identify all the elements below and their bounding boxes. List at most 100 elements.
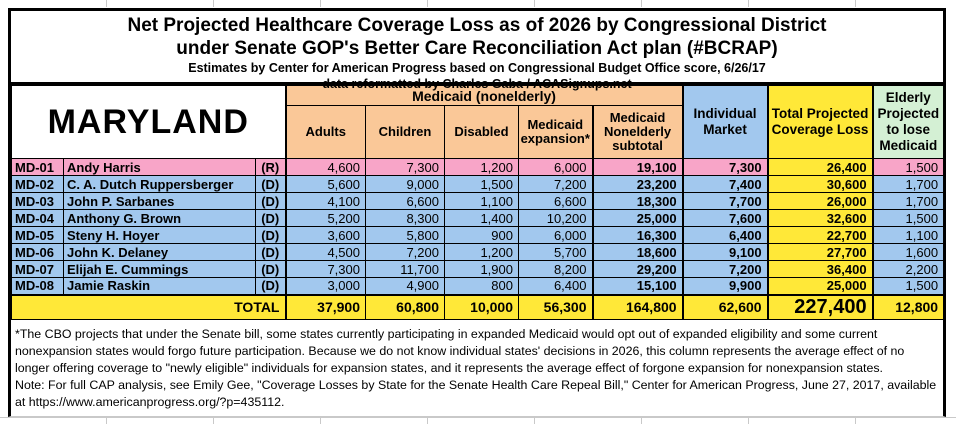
- elderly-cell: 2,200: [871, 260, 945, 278]
- disabled-cell: 1,100: [444, 192, 519, 210]
- column-header-elderly: Elderly Projected to lose Medicaid: [871, 85, 945, 159]
- medicaid-expansion-cell: 10,200: [518, 209, 593, 227]
- district-cell: MD-03: [11, 192, 64, 210]
- children-cell: 6,600: [365, 192, 445, 210]
- table-row: MD-07 Elijah E. Cummings (D) 7,300 11,70…: [11, 260, 945, 278]
- representative-name-cell: John K. Delaney: [63, 243, 256, 261]
- medicaid-expansion-cell: 6,600: [518, 192, 593, 210]
- individual-market-cell: 9,100: [681, 243, 769, 261]
- disabled-cell: 1,400: [444, 209, 519, 227]
- footnotes: *The CBO projects that under the Senate …: [11, 320, 943, 411]
- column-header-expansion: Medicaid expansion*: [518, 105, 593, 159]
- sheet-gridlines-top: [0, 0, 956, 7]
- medicaid-subtotal-cell: 15,100: [591, 277, 684, 295]
- medicaid-subtotal-cell: 18,600: [591, 243, 684, 261]
- table-row: MD-04 Anthony G. Brown (D) 5,200 8,300 1…: [11, 209, 945, 227]
- children-cell: 7,200: [365, 243, 445, 261]
- medicaid-group-header: Medicaid (nonelderly): [284, 85, 684, 106]
- elderly-cell: 1,500: [871, 209, 945, 227]
- party-cell: (R): [255, 158, 286, 176]
- table-row: MD-02 C. A. Dutch Ruppersberger (D) 5,60…: [11, 175, 945, 193]
- table-row: MD-01 Andy Harris (R) 4,600 7,300 1,200 …: [11, 158, 945, 176]
- children-cell: 5,800: [365, 226, 445, 244]
- column-header-individual-market: Individual Market: [681, 85, 769, 159]
- adults-cell: 4,100: [284, 192, 366, 210]
- total-adults: 37,900: [284, 293, 366, 320]
- adults-cell: 5,200: [284, 209, 366, 227]
- representative-name-cell: Anthony G. Brown: [63, 209, 256, 227]
- medicaid-subtotal-cell: 25,000: [591, 209, 684, 227]
- column-header-children: Children: [365, 105, 445, 159]
- total-coverage-loss-cell: 25,000: [766, 277, 874, 295]
- table-row: MD-06 John K. Delaney (D) 4,500 7,200 1,…: [11, 243, 945, 261]
- title-line-1: Net Projected Healthcare Coverage Loss a…: [127, 15, 827, 36]
- representative-name-cell: Andy Harris: [63, 158, 256, 176]
- total-coverage-loss-cell: 36,400: [766, 260, 874, 278]
- children-cell: 9,000: [365, 175, 445, 193]
- sheet-gridline-horizontal: [0, 417, 956, 418]
- total-subtotal: 164,800: [591, 293, 684, 320]
- elderly-cell: 1,700: [871, 175, 945, 193]
- district-cell: MD-04: [11, 209, 64, 227]
- sheet-gridlines-bottom: [0, 418, 956, 424]
- elderly-cell: 1,100: [871, 226, 945, 244]
- individual-market-cell: 9,900: [681, 277, 769, 295]
- footnote-expansion-explanation: *The CBO projects that under the Senate …: [15, 326, 905, 375]
- total-individual-market: 62,600: [681, 293, 769, 320]
- party-cell: (D): [255, 226, 286, 244]
- table-row: MD-03 John P. Sarbanes (D) 4,100 6,600 1…: [11, 192, 945, 210]
- adults-cell: 3,000: [284, 277, 366, 295]
- party-cell: (D): [255, 175, 286, 193]
- representative-name-cell: Steny H. Hoyer: [63, 226, 256, 244]
- individual-market-cell: 7,400: [681, 175, 769, 193]
- medicaid-expansion-cell: 6,000: [518, 158, 593, 176]
- disabled-cell: 1,200: [444, 158, 519, 176]
- coverage-loss-table: MARYLAND Medicaid (nonelderly) Individua…: [11, 85, 945, 320]
- medicaid-expansion-cell: 7,200: [518, 175, 593, 193]
- individual-market-cell: 6,400: [681, 226, 769, 244]
- children-cell: 8,300: [365, 209, 445, 227]
- district-cell: MD-07: [11, 260, 64, 278]
- adults-cell: 4,600: [284, 158, 366, 176]
- total-children: 60,800: [365, 293, 445, 320]
- elderly-cell: 1,500: [871, 277, 945, 295]
- representative-name-cell: Jamie Raskin: [63, 277, 256, 295]
- individual-market-cell: 7,200: [681, 260, 769, 278]
- total-disabled: 10,000: [444, 293, 519, 320]
- district-cell: MD-06: [11, 243, 64, 261]
- disabled-cell: 900: [444, 226, 519, 244]
- district-cell: MD-08: [11, 277, 64, 295]
- total-coverage-loss-cell: 26,000: [766, 192, 874, 210]
- column-header-disabled: Disabled: [444, 105, 519, 159]
- party-cell: (D): [255, 260, 286, 278]
- medicaid-expansion-cell: 5,700: [518, 243, 593, 261]
- medicaid-expansion-cell: 6,400: [518, 277, 593, 295]
- representative-name-cell: C. A. Dutch Ruppersberger: [63, 175, 256, 193]
- total-coverage-loss-cell: 22,700: [766, 226, 874, 244]
- representative-name-cell: John P. Sarbanes: [63, 192, 256, 210]
- district-cell: MD-02: [11, 175, 64, 193]
- adults-cell: 4,500: [284, 243, 366, 261]
- children-cell: 4,900: [365, 277, 445, 295]
- total-coverage-loss-cell: 32,600: [766, 209, 874, 227]
- column-header-total-loss: Total Projected Coverage Loss: [766, 85, 874, 159]
- table-frame: Net Projected Healthcare Coverage Loss a…: [8, 8, 946, 417]
- children-cell: 11,700: [365, 260, 445, 278]
- adults-cell: 7,300: [284, 260, 366, 278]
- footnote-source-note: Note: For full CAP analysis, see Emily G…: [15, 377, 937, 409]
- district-cell: MD-05: [11, 226, 64, 244]
- state-label: MARYLAND: [11, 85, 286, 159]
- grand-total-coverage-loss: 227,400: [766, 293, 874, 320]
- title-block: Net Projected Healthcare Coverage Loss a…: [11, 11, 943, 91]
- medicaid-subtotal-cell: 29,200: [591, 260, 684, 278]
- medicaid-subtotal-cell: 18,300: [591, 192, 684, 210]
- elderly-cell: 1,500: [871, 158, 945, 176]
- adults-cell: 5,600: [284, 175, 366, 193]
- total-coverage-loss-cell: 26,400: [766, 158, 874, 176]
- disabled-cell: 800: [444, 277, 519, 295]
- medicaid-subtotal-cell: 19,100: [591, 158, 684, 176]
- medicaid-subtotal-cell: 16,300: [591, 226, 684, 244]
- district-cell: MD-01: [11, 158, 64, 176]
- individual-market-cell: 7,700: [681, 192, 769, 210]
- adults-cell: 3,600: [284, 226, 366, 244]
